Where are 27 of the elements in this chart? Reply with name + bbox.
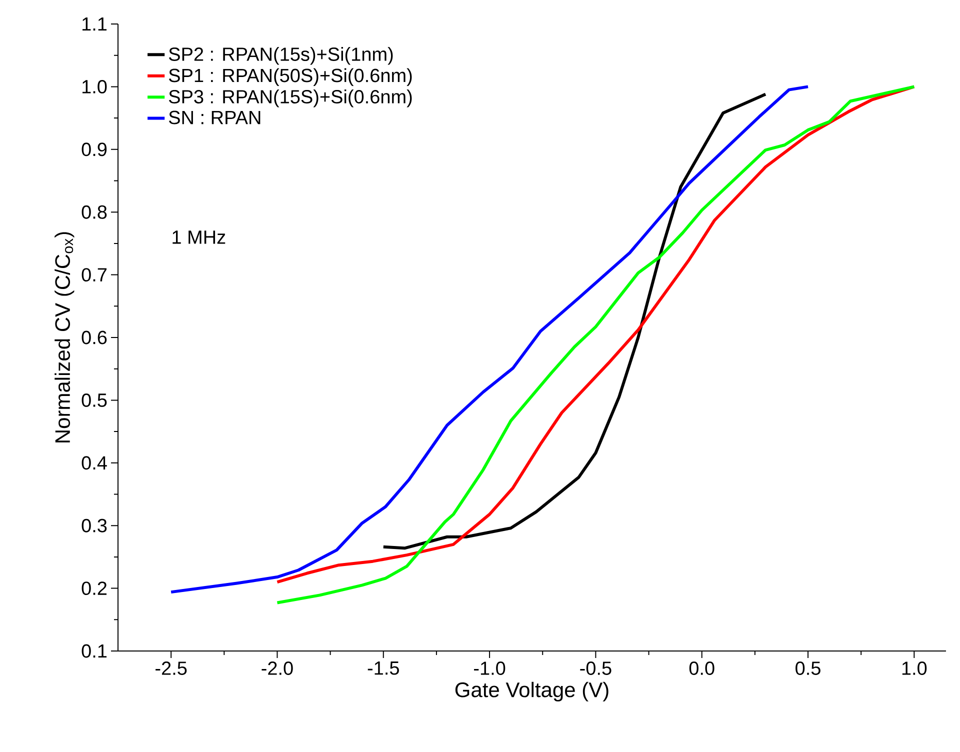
- legend-label: SP1 : RPAN(50S)+Si(0.6nm): [168, 68, 412, 86]
- y-axis-title: Normalized CV (C/C$_{ox}$): [54, 232, 74, 442]
- y-tick-label: 1.1: [82, 17, 107, 31]
- y-tick-label: 0.4: [82, 456, 107, 470]
- legend-label: SN : RPAN: [168, 110, 260, 124]
- x-tick-label: -2.5: [156, 662, 187, 675]
- y-tick-label: 0.9: [82, 142, 107, 156]
- legend-label: SP2 : RPAN(15s)+Si(1nm): [168, 47, 393, 65]
- x-tick-label: -1.5: [368, 662, 399, 675]
- annotation: 1 MHz: [172, 230, 226, 244]
- x-tick-label: 1.0: [902, 662, 927, 675]
- x-tick-label: 0.5: [796, 662, 820, 675]
- y-tick-label: 0.6: [82, 330, 107, 344]
- y-tick-label: 0.8: [82, 205, 107, 219]
- x-axis-title: Gate Voltage (V): [455, 682, 608, 702]
- y-tick-label: 0.3: [82, 518, 107, 532]
- x-tick-label: 0.0: [689, 662, 714, 675]
- legend-label: SP3 : RPAN(15S)+Si(0.6nm): [168, 90, 412, 108]
- x-tick-label: -0.5: [580, 662, 612, 675]
- y-tick-label: 1.0: [82, 80, 107, 94]
- y-tick-label: 0.2: [82, 582, 107, 596]
- x-tick-label: -2.0: [262, 662, 293, 675]
- line-series: [170, 85, 810, 594]
- y-tick-label: 0.5: [82, 393, 107, 407]
- y-tick-label: 0.7: [82, 268, 107, 282]
- x-tick-label: -1.0: [474, 662, 506, 675]
- y-tick-label: 0.1: [82, 644, 107, 658]
